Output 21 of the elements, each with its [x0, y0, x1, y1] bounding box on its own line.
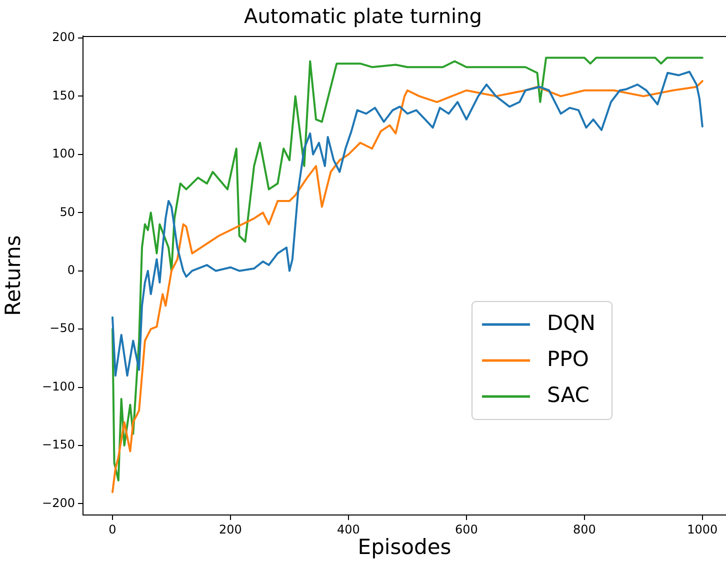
- legend-label: PPO: [547, 346, 589, 371]
- x-tick-label: 600: [454, 522, 478, 536]
- x-tick-label: 0: [108, 522, 116, 536]
- x-tick-label: 800: [572, 522, 596, 536]
- chart-title: Automatic plate turning: [244, 4, 482, 28]
- y-tick-label: −50: [50, 321, 75, 336]
- legend-label: SAC: [547, 382, 590, 407]
- x-tick-label: 400: [337, 522, 360, 536]
- legend-label: DQN: [547, 310, 596, 335]
- y-tick-label: −200: [42, 496, 75, 510]
- x-tick-label: 1000: [687, 522, 718, 536]
- y-tick-label: 0: [67, 262, 75, 277]
- y-tick-label: 100: [52, 146, 75, 161]
- y-tick-label: −150: [42, 438, 75, 452]
- x-axis-title: Episodes: [358, 534, 452, 559]
- y-tick-label: 200: [52, 30, 75, 44]
- y-tick-label: −100: [42, 379, 75, 394]
- y-tick-label: 50: [60, 204, 75, 219]
- y-axis-title: Returns: [1, 235, 26, 316]
- x-tick-label: 200: [219, 522, 242, 536]
- y-tick-label: 150: [52, 88, 75, 102]
